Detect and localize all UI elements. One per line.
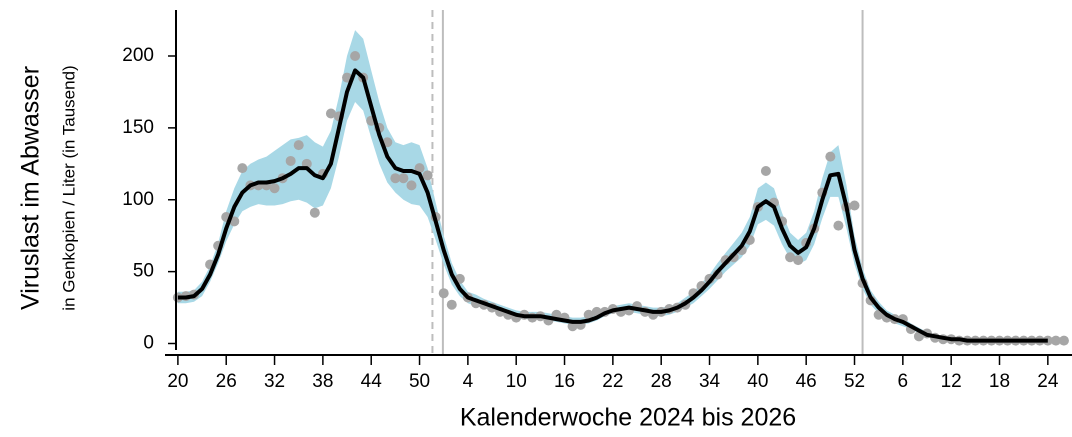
y-axis-sublabel: in Genkopien / Liter (in Tausend) <box>59 65 78 310</box>
data-point <box>422 170 433 181</box>
y-tick-label: 100 <box>122 189 154 210</box>
y-tick-label: 50 <box>133 261 154 282</box>
data-point <box>293 140 304 151</box>
data-point <box>398 173 409 184</box>
x-tick-label: 32 <box>264 371 285 392</box>
data-point <box>309 207 320 218</box>
x-tick-label: 16 <box>554 371 575 392</box>
data-point <box>760 166 771 176</box>
x-tick-label: 26 <box>216 371 237 392</box>
x-tick-label: 24 <box>1037 371 1059 392</box>
x-tick-label: 10 <box>506 371 527 392</box>
x-tick-label: 52 <box>844 371 865 392</box>
data-point <box>325 108 336 119</box>
x-tick-label: 12 <box>941 371 962 392</box>
data-point <box>285 155 296 166</box>
x-tick-label: 4 <box>463 371 474 392</box>
confidence-band <box>177 30 1048 343</box>
data-point <box>446 299 457 310</box>
x-tick-label: 6 <box>898 371 909 392</box>
x-tick-label: 20 <box>167 371 188 392</box>
x-tick-label: 46 <box>796 371 817 392</box>
data-point <box>414 163 425 174</box>
x-tick-label: 28 <box>651 371 672 392</box>
x-tick-label: 40 <box>747 371 768 392</box>
x-tick-label: 34 <box>699 371 721 392</box>
data-point <box>237 163 248 174</box>
y-tick-label: 0 <box>143 333 154 354</box>
x-axis-label: Kalenderwoche 2024 bis 2026 <box>460 404 796 432</box>
data-point <box>849 200 860 211</box>
x-tick-label: 38 <box>312 371 333 392</box>
x-tick-label: 50 <box>409 371 430 392</box>
data-point <box>406 180 417 191</box>
y-axis-label: Viruslast im Abwasser <box>17 66 45 310</box>
data-point <box>1042 335 1053 346</box>
data-point <box>825 151 836 162</box>
y-tick-label: 150 <box>122 117 154 138</box>
x-tick-label: 44 <box>361 371 383 392</box>
y-tick-label: 200 <box>122 45 154 66</box>
data-point <box>438 288 449 299</box>
data-point <box>785 252 796 263</box>
data-point <box>390 173 401 184</box>
x-tick-label: 18 <box>989 371 1010 392</box>
data-point <box>350 51 361 61</box>
data-point <box>793 255 804 266</box>
data-point <box>833 220 844 231</box>
trend-line <box>177 68 1048 343</box>
data-point <box>269 183 280 194</box>
data-point <box>1058 335 1069 346</box>
x-tick-label: 22 <box>602 371 623 392</box>
data-point <box>1050 335 1061 346</box>
data-point <box>583 309 594 320</box>
